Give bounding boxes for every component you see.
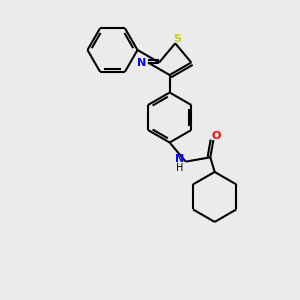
Text: N: N (175, 154, 184, 164)
Text: H: H (176, 163, 183, 173)
Text: S: S (174, 34, 182, 44)
Text: N: N (137, 58, 147, 68)
Text: O: O (211, 131, 220, 141)
